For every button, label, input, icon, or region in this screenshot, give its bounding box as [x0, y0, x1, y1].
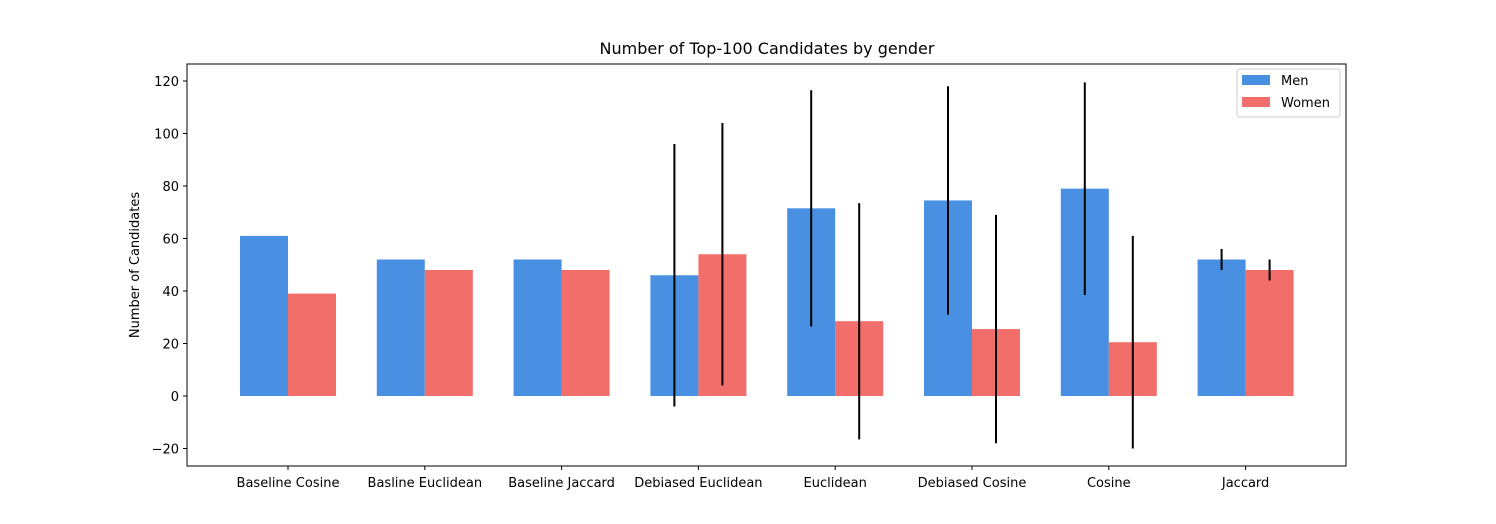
x-tick-label: Basline Euclidean [368, 476, 483, 491]
x-tick-label: Debiased Euclidean [634, 476, 762, 491]
bar-women-2 [561, 270, 610, 396]
bars-layer [240, 188, 1294, 396]
bar-men-2 [513, 259, 562, 396]
legend-swatch-men [1242, 75, 1270, 85]
y-tick-label: 120 [154, 75, 179, 90]
y-axis-label: Number of Candidates [128, 192, 143, 338]
bar-women-7 [1245, 270, 1294, 396]
legend: Men Women [1236, 68, 1341, 118]
plot-frame [186, 63, 1347, 467]
x-tick-label: Baseline Cosine [237, 476, 340, 491]
x-tick-label: Euclidean [804, 476, 867, 491]
legend-label-men: Men [1281, 74, 1308, 89]
y-tick-label: 60 [162, 233, 179, 248]
bar-men-0 [240, 235, 288, 396]
y-tick-label: 40 [162, 285, 179, 300]
x-tick-label: Debiased Cosine [918, 476, 1027, 491]
y-tick-label: −20 [152, 443, 179, 458]
bar-men-7 [1197, 259, 1246, 396]
x-tick-label: Jaccard [1221, 476, 1269, 491]
legend-swatch-women [1242, 97, 1270, 107]
x-tick-label: Cosine [1087, 476, 1131, 491]
chart-title: Number of Top-100 Candidates by gender [600, 39, 935, 58]
bar-men-1 [376, 259, 425, 396]
y-tick-label: 20 [162, 338, 179, 353]
legend-label-women: Women [1281, 96, 1330, 111]
error-bars-layer [673, 82, 1271, 449]
bar-women-1 [424, 270, 473, 396]
x-axis: Baseline Cosine Basline Euclidean Baseline… [237, 466, 1269, 491]
x-tick-label: Baseline Jaccard [508, 476, 615, 491]
y-axis: −20 0 20 40 60 80 100 120 [152, 75, 187, 458]
y-tick-label: 80 [162, 180, 179, 195]
y-tick-label: 100 [154, 128, 179, 143]
bar-women-0 [288, 293, 336, 396]
y-tick-label: 0 [171, 390, 179, 405]
